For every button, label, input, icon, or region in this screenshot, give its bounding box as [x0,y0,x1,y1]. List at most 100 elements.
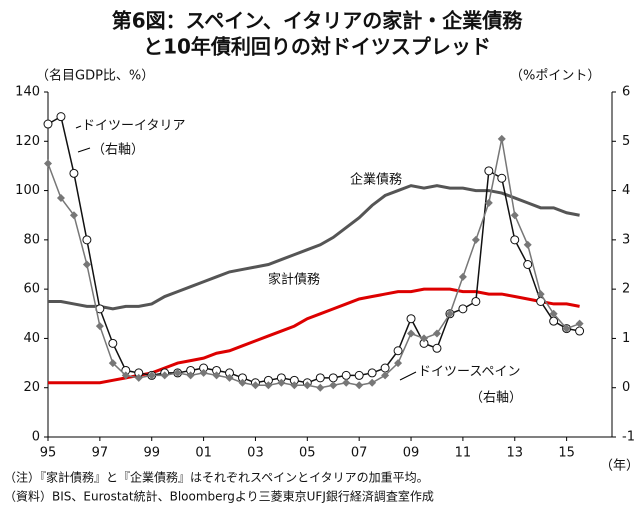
x-tick-label: 03 [247,446,264,461]
x-tick-label: 01 [195,446,212,461]
marker [354,370,364,380]
annotation: （右軸） [470,391,522,406]
marker [69,211,78,220]
marker [575,319,584,328]
marker [497,173,507,183]
marker [328,373,338,383]
marker [316,383,325,392]
leader [75,125,82,129]
marker [523,240,532,249]
marker [251,381,260,390]
y-tick-label: 60 [23,282,40,297]
x-tick-label: 11 [455,446,472,461]
marker [393,346,403,356]
marker [82,260,91,269]
marker [277,378,286,387]
marker [575,326,585,336]
marker [367,368,377,378]
x-tick-label: 15 [558,446,575,461]
marker [160,371,169,380]
y-axis-label: （名目GDP比、%） [36,68,154,84]
chart-title: と10年債利回りの対ドイツスプレッド [143,35,491,59]
marker [549,316,559,326]
marker [315,373,325,383]
x-tick-label: 05 [299,446,316,461]
marker [510,211,519,220]
marker [355,381,364,390]
y-tick-label: 0 [32,430,40,445]
marker [445,309,454,318]
marker [43,119,53,129]
marker [290,381,299,390]
series-label: ドイツースペイン [418,365,520,380]
marker [173,368,182,377]
series-label: 家計債務 [268,272,320,288]
marker [108,359,117,368]
marker [380,363,390,373]
marker [212,371,221,380]
y2-tick-label: -1 [622,430,635,445]
marker [406,314,416,324]
marker [407,329,416,338]
marker [432,343,442,353]
marker [458,272,467,281]
leader [399,371,417,381]
marker [549,309,558,318]
x-tick-label: 99 [143,446,160,461]
marker [458,304,468,314]
x-tick-label: 09 [403,446,420,461]
marker [510,235,520,245]
annotation: （右軸） [92,143,144,158]
marker [394,359,403,368]
x-axis-label: （年） [600,459,635,474]
marker [420,334,428,343]
marker [238,378,247,387]
marker [56,112,66,122]
marker [341,370,351,380]
marker [82,235,92,245]
marker [56,193,65,202]
note: （注）『家計債務』と『企業債務』はそれぞれスペインとイタリアの加重平均。 [4,470,429,485]
y-tick-label: 80 [23,232,40,247]
marker [381,371,390,380]
chart-title: 第6図：スペイン、イタリアの家計・企業債務 [112,9,524,33]
x-tick-label: 07 [351,446,368,461]
marker [484,166,494,176]
series-label: ドイツーイタリア [82,119,185,134]
x-tick-label: 13 [506,446,523,461]
y-tick-label: 120 [15,134,40,149]
marker [342,378,351,387]
y2-tick-label: 0 [622,380,630,395]
marker [264,381,273,390]
y2-tick-label: 1 [622,331,630,346]
y-tick-label: 20 [23,380,40,395]
marker [432,329,441,338]
marker [147,371,156,380]
marker [562,324,571,333]
x-tick-label: 95 [40,446,57,461]
marker [134,373,143,382]
marker [471,296,481,306]
y2-tick-label: 5 [622,134,630,149]
marker [95,322,104,331]
marker [368,378,377,387]
marker [69,168,79,178]
y2-axis-label: （%ポイント） [510,69,600,84]
y2-tick-label: 2 [622,282,630,297]
y-tick-label: 140 [15,85,40,100]
marker [471,235,480,244]
marker [121,371,130,380]
marker [199,368,208,377]
marker [523,260,533,269]
leader [77,147,91,153]
marker [303,381,312,390]
note: （資料）BIS、Eurostat統計、Bloombergより三菱東京UFJ銀行経… [4,489,434,504]
marker [108,338,118,348]
series-label: 企業債務 [350,172,402,188]
y-tick-label: 40 [23,331,40,346]
marker [484,198,493,207]
y2-tick-label: 4 [622,183,630,198]
marker [497,134,506,143]
line [48,184,580,311]
